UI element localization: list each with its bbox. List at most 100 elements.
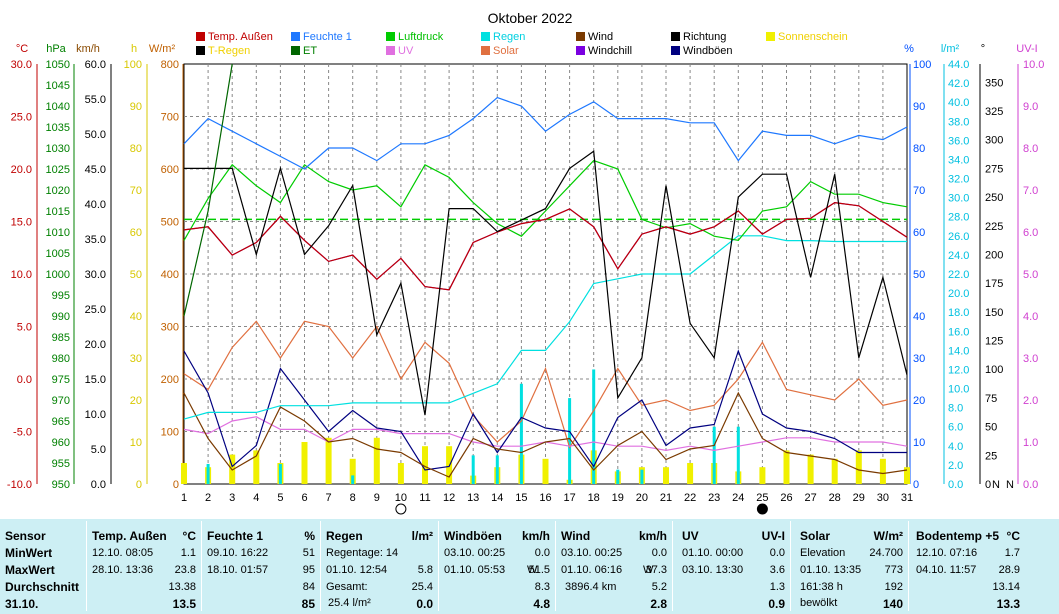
x-tick-label: 17 [563,492,575,504]
axis-tick-sunhours: 90 [130,101,142,113]
rain-unit: l/m² [411,529,433,543]
legend-swatch [576,46,585,55]
bar-sunshine [663,467,669,484]
gusts-avg: 8.3 [534,581,550,593]
axis-tick-direction: 275 [985,163,1003,175]
axis-tick-pressure: 1015 [46,206,70,218]
axis-tick-wind: 15.0 [85,374,106,386]
gusts-max-date: 01.10. 05:53 [444,564,506,576]
axis-tick-pressure: 1005 [46,248,70,260]
x-tick-label: 19 [612,492,624,504]
wind-max: 37.3 [645,564,667,576]
axis-tick-uv: 2.0 [1023,395,1038,407]
soil-max-date: 04.10. 11:57 [916,564,977,576]
axis-tick-pressure: 1010 [46,227,70,239]
axis-tick-rain: 32.0 [948,174,969,186]
bar-rain [568,398,572,484]
axis-tick-temp: 25.0 [11,112,32,124]
axis-tick-solar: 0 [173,479,179,491]
temp-unit: °C [182,529,196,543]
axis-tick-pressure: 1035 [46,122,70,134]
humidity-min: 51 [302,547,315,559]
bar-rain [640,469,644,484]
stats-col-rain: Regen l/m² Regentage: 14 01.10. 12:54 5.… [322,521,439,611]
axis-tick-humidity: 80 [913,143,925,155]
axis-tick-pressure: 1025 [46,164,70,176]
bar-sunshine [831,458,838,484]
stats-col-solar: Solar W/m² Elevation 24.700 01.10. 13:35… [792,521,909,611]
axis-tick-direction: 100 [985,364,1003,376]
solar-today: 140 [882,597,903,611]
axis-tick-rain: 10.0 [948,384,969,396]
axis-tick-direction: 300 [985,135,1003,147]
axis-tick-direction: 25 [985,450,997,462]
axis-tick-humidity: 30 [913,353,925,365]
axis-tick-temp: 5.0 [17,322,32,334]
axis-tick-wind: 55.0 [85,94,106,106]
axis-tick-uv: 7.0 [1023,185,1038,197]
axis-header-wind: km/h [76,43,100,55]
legend-swatch [291,32,300,41]
soil-avg: 13.14 [992,581,1020,593]
x-tick-label: 31 [901,492,913,504]
legend-label: UV [398,45,414,57]
axis-tick-wind: 35.0 [85,234,106,246]
legend-label: ET [303,45,317,57]
gusts-header: Windböen [444,529,502,543]
axis-tick-direction: 250 [985,192,1003,204]
axis-tick-humidity: 70 [913,185,925,197]
axis-tick-solar: 400 [161,269,179,281]
x-tick-label: 13 [467,492,479,504]
axis-header-rain: l/m² [941,43,960,55]
legend-label: Wind [588,31,613,43]
axis-tick-pressure: 975 [52,374,70,386]
temp-max-date: 28.10. 13:36 [92,564,154,576]
axis-tick-rain: 28.0 [948,212,969,224]
bar-sunshine [904,467,910,484]
axis-tick-direction: 50 [985,422,997,434]
x-tick-label: 10 [395,492,407,504]
rain-total: 25.4 [411,581,433,593]
axis-tick-direction: 325 [985,106,1003,118]
rain-header: Regen [326,529,363,543]
humidity-max-date: 18.10. 01:57 [207,564,269,576]
x-tick-label: 29 [853,492,865,504]
solar-elevation-label: Elevation [800,547,846,559]
x-tick-label: 21 [660,492,672,504]
solar-avg: 192 [884,581,903,593]
axis-tick-pressure: 1050 [46,59,70,71]
wind-unit: km/h [638,529,667,543]
row-max: MaxWert [5,563,55,577]
solar-hours: 161:38 h [800,581,843,593]
axis-header-humidity: % [904,43,914,55]
wind-distance: 3896.4 km [565,581,617,593]
axis-tick-rain: 30.0 [948,193,969,205]
axis-tick-humidity: 10 [913,437,925,449]
axis-tick-rain: 14.0 [948,345,969,357]
humidity-min-date: 09.10. 16:22 [207,547,269,559]
axis-tick-temp: -5.0 [13,427,32,439]
axis-tick-sunhours: 60 [130,227,142,239]
axis-tick-sunhours: 20 [130,395,142,407]
gusts-today: 4.8 [533,597,550,611]
bar-sunshine [373,437,380,484]
stats-col-uv: UV UV-I 01.10. 00:00 0.0 03.10. 13:30 3.… [674,521,791,611]
axis-tick-pressure: 990 [52,311,70,323]
axis-tick-direction: 150 [985,307,1003,319]
moon-full-icon [395,503,407,515]
wind-min: 0.0 [651,547,667,559]
axis-tick-rain: 40.0 [948,97,969,109]
wind-max-date: 01.10. 06:16 [561,564,623,576]
axis-tick-wind: 10.0 [85,409,106,421]
axis-tick-sunhours: 0 [136,479,142,491]
series-line-luftdruck [183,159,908,242]
humidity-today: 85 [301,597,315,611]
humidity-avg: 84 [302,581,315,593]
axis-tick-uv: 6.0 [1023,227,1038,239]
axis-tick-uv: 5.0 [1023,269,1038,281]
bar-rain [471,455,475,484]
x-tick-label: 5 [277,492,283,504]
bar-sunshine [349,458,356,484]
solar-max-date: 01.10. 13:35 [800,564,862,576]
soil-min-date: 12.10. 07:16 [916,547,978,559]
